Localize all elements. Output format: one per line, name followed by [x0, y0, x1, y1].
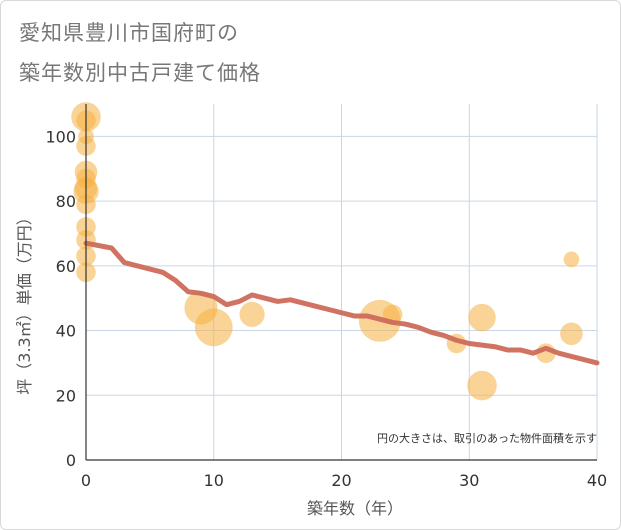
- bubble-point: [467, 370, 497, 401]
- x-tick-label: 20: [331, 471, 351, 490]
- trend-layer: [83, 240, 600, 366]
- y-tick-label: 100: [45, 127, 76, 146]
- bubble-point: [239, 301, 265, 327]
- bubble-point: [468, 303, 496, 332]
- chart-title-line-2: 築年数別中古戸建て価格: [19, 61, 261, 85]
- y-axis-label: 坪（3.3㎡）単価（万円）: [15, 209, 34, 394]
- x-axis-label: 築年数（年）: [307, 499, 403, 518]
- bubble-point: [563, 251, 580, 268]
- axes: 0 10 20 30 40 0 20 40 60 80 100: [45, 104, 607, 490]
- size-note: 円の大きさは、取引のあった物件面積を示す: [377, 431, 597, 445]
- x-tick-label: 30: [459, 471, 479, 490]
- x-tick-label: 0: [81, 471, 91, 490]
- bubble-point: [560, 322, 583, 346]
- x-tick-label: 10: [204, 471, 224, 490]
- y-tick-label: 80: [56, 192, 76, 211]
- y-tick-label: 40: [56, 322, 76, 341]
- trend-line: [83, 240, 600, 366]
- bubble-layer: [71, 102, 583, 401]
- chart-title-line-1: 愛知県豊川市国府町の: [19, 21, 239, 45]
- y-tick-label: 0: [66, 451, 76, 470]
- x-tick-label: 40: [587, 471, 607, 490]
- grid-lines: [86, 104, 598, 460]
- y-tick-label: 20: [56, 386, 76, 405]
- bubble-point: [194, 308, 233, 347]
- y-tick-label: 60: [56, 257, 76, 276]
